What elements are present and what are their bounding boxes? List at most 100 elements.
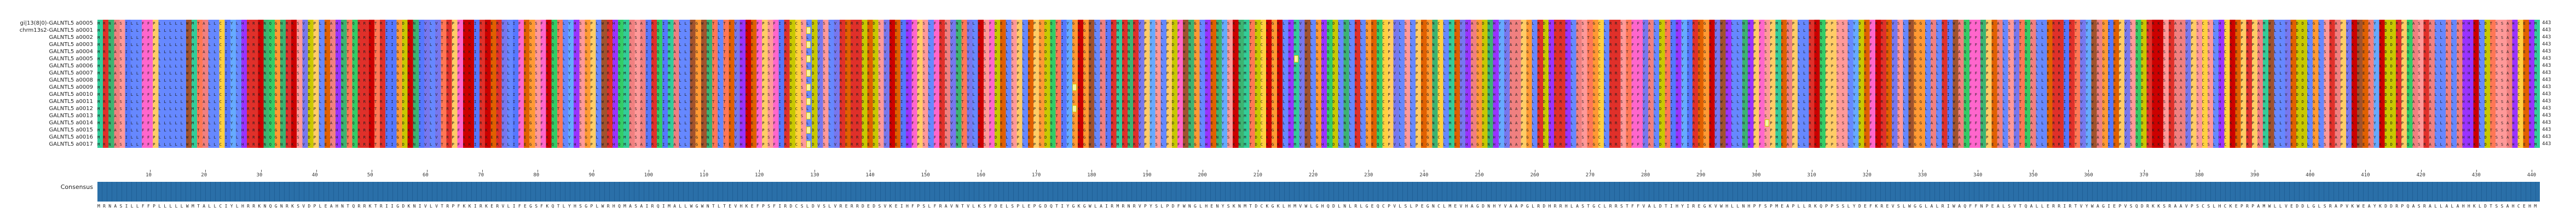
alignment-grid[interactable]: MRNASILLFFPLLLLLWMTALLCIYLHRRKNQGNRKSVDP… xyxy=(97,20,2551,148)
sequence-name[interactable]: GALNTL5 a0012 xyxy=(49,106,93,112)
variant-cell[interactable] xyxy=(1764,119,1769,127)
ruler-tick: 400 xyxy=(2306,170,2319,179)
sequence-length: 443 xyxy=(2542,35,2551,40)
ruler-tick-label: 260 xyxy=(1530,173,1539,178)
alignment-row[interactable]: MRNASILLFFPLLLLLWMTALLCIYLHRRKNQGNRKSVDP… xyxy=(97,41,2551,48)
ruler-tick: 20 xyxy=(201,170,211,179)
sequence-length: 443 xyxy=(2542,84,2551,90)
sequence-name[interactable]: GALNTL5 a0014 xyxy=(49,120,93,126)
alignment-row[interactable]: MRNASILLFFPLLLLLWMTALLCIYLHRRKNQGNRKSVDP… xyxy=(97,105,2551,112)
ruler-tick-label: 100 xyxy=(644,173,653,178)
residue-color-strip xyxy=(97,41,2540,48)
residue-letters: MRNASILLFFPLLLLLWMTALLCIYLHRRKNQGNRKSVDP… xyxy=(97,28,2540,33)
ruler-tick-label: 10 xyxy=(146,173,152,178)
sequence-name[interactable]: GALNTL5 a0017 xyxy=(49,141,93,147)
sequence-name[interactable]: GALNTL5 a0006 xyxy=(49,63,93,69)
alignment-row[interactable]: MRNASILLFFPLLLLLWMTALLCIYLHRRKNQGNRKSVDP… xyxy=(97,127,2551,134)
ruler-tick-label: 270 xyxy=(1585,173,1595,178)
sequence-name[interactable]: GALNTL5 a0010 xyxy=(49,91,93,97)
sequence-name[interactable]: GALNTL5 a0011 xyxy=(49,99,93,105)
variant-cell[interactable] xyxy=(806,127,811,134)
ruler-tick-label: 120 xyxy=(755,173,764,178)
variant-cell[interactable] xyxy=(1072,84,1077,91)
alignment-row[interactable]: MRNASILLFFPLLLLLWMTALLCIYLHRRKNQGNRKSVDP… xyxy=(97,48,2551,55)
residue-letters: MRNASILLFFPLLLLLWMTALLCIYLHRRKNQGNRKSVDP… xyxy=(97,42,2540,47)
variant-cell[interactable] xyxy=(1293,55,1298,62)
ruler-tick: 280 xyxy=(1641,170,1654,179)
alignment-row[interactable]: MRNASILLFFPLLLLLWMTALLCIYLHRRKNQGNRKSVDP… xyxy=(97,119,2551,127)
consensus-histogram xyxy=(97,182,2540,202)
alignment-row[interactable]: MRNASILLFFPLLLLLWMTALLCIYLHRRKNQGNRKSVDP… xyxy=(97,91,2551,98)
sequence-name[interactable]: GALNTL5 a0009 xyxy=(49,84,93,90)
sequence-length: 443 xyxy=(2542,99,2551,104)
sequence-name[interactable]: GALNTL5 a0004 xyxy=(49,49,93,55)
ruler-tick: 320 xyxy=(1863,170,1876,179)
ruler-tick-label: 440 xyxy=(2527,173,2537,178)
ruler-tick-label: 370 xyxy=(2139,173,2148,178)
residue-color-strip xyxy=(97,55,2540,62)
residue-color-strip xyxy=(97,62,2540,70)
residue-letters: MRNASILLFFPLLLLLWMTALLCIYLHRRKNQGNRKSVDP… xyxy=(97,56,2540,61)
consensus-label: Consensus xyxy=(60,183,93,191)
variant-cell[interactable] xyxy=(806,84,811,91)
ruler-tick-label: 160 xyxy=(976,173,986,178)
variant-cell[interactable] xyxy=(806,41,811,48)
alignment-row[interactable]: MRNASILLFFPLLLLLWMTALLCIYLHRRKNQGNRKSVDP… xyxy=(97,84,2551,91)
sequence-length: 443 xyxy=(2542,134,2551,140)
ruler-tick: 360 xyxy=(2084,170,2097,179)
ruler-tick-label: 150 xyxy=(921,173,930,178)
ruler-tick-label: 140 xyxy=(865,173,875,178)
ruler-tick-label: 410 xyxy=(2361,173,2370,178)
alignment-row[interactable]: MRNASILLFFPLLLLLWMTALLCIYLHRRKNQGNRKSVDP… xyxy=(97,55,2551,62)
ruler-tick: 310 xyxy=(1807,170,1821,179)
ruler-tick-label: 170 xyxy=(1032,173,1041,178)
residue-color-strip xyxy=(97,84,2540,91)
ruler-tick-label: 280 xyxy=(1641,173,1650,178)
sequence-name[interactable]: GALNTL5 a0015 xyxy=(49,127,93,133)
alignment-row[interactable]: MRNASILLFFPLLLLLWMTALLCIYLHRRKNQGNRKSVDP… xyxy=(97,62,2551,70)
variant-cell[interactable] xyxy=(806,141,811,148)
sequence-name[interactable]: GALNTL5 a0007 xyxy=(49,70,93,76)
sequence-name[interactable]: chrm13s2-GALNTL5 a0001 xyxy=(19,27,93,33)
alignment-row[interactable]: MRNASILLFFPLLLLLWMTALLCIYLHRRKNQGNRKSVDP… xyxy=(97,141,2551,148)
ruler-tick: 270 xyxy=(1586,170,1599,179)
alignment-row[interactable]: MRNASILLFFPLLLLLWMTALLCIYLHRRKNQGNRKSVDP… xyxy=(97,34,2551,41)
sequence-name[interactable]: GALNTL5 a0005 xyxy=(49,56,93,62)
residue-letters: MRNASILLFFPLLLLLWMTALLCIYLHRRKNQGNRKSVDP… xyxy=(97,78,2540,83)
alignment-row[interactable]: MRNASILLFFPLLLLLWMTALLCIYLHRRKNQGNRKSVDP… xyxy=(97,112,2551,119)
ruler-tick: 130 xyxy=(810,170,823,179)
sequence-name[interactable]: GALNTL5 a0013 xyxy=(49,113,93,119)
ruler-tick-label: 430 xyxy=(2471,173,2481,178)
variant-cell[interactable] xyxy=(806,27,811,34)
sequence-name[interactable]: GALNTL5 a0002 xyxy=(49,35,93,41)
variant-cell[interactable] xyxy=(806,98,811,105)
sequence-length: 443 xyxy=(2542,20,2551,26)
ruler-tick: 40 xyxy=(312,170,322,179)
sequence-length: 443 xyxy=(2542,91,2551,97)
alignment-row[interactable]: MRNASILLFFPLLLLLWMTALLCIYLHRRKNQGNRKSVDP… xyxy=(97,27,2551,34)
ruler-tick: 300 xyxy=(1752,170,1765,179)
alignment-row[interactable]: MRNASILLFFPLLLLLWMTALLCIYLHRRKNQGNRKSVDP… xyxy=(97,20,2551,27)
residue-letters: MRNASILLFFPLLLLLWMTALLCIYLHRRKNQGNRKSVDP… xyxy=(97,106,2540,111)
variant-cell[interactable] xyxy=(806,112,811,119)
ruler-tick: 260 xyxy=(1530,170,1544,179)
residue-letters: MRNASILLFFPLLLLLWMTALLCIYLHRRKNQGNRKSVDP… xyxy=(97,135,2540,140)
variant-cell[interactable] xyxy=(1072,105,1077,112)
ruler-tick-label: 330 xyxy=(1917,173,1927,178)
sequence-name[interactable]: GALNTL5 a0016 xyxy=(49,134,93,140)
variant-cell[interactable] xyxy=(806,55,811,62)
consensus-sequence: MRNASILLFFPLLLLLWMTALLCIYLHRRKNQGNRKSVDP… xyxy=(97,204,2540,209)
alignment-row[interactable]: MRNASILLFFPLLLLLWMTALLCIYLHRRKNQGNRKSVDP… xyxy=(97,70,2551,77)
ruler-tick: 370 xyxy=(2140,170,2153,179)
sequence-name[interactable]: GALNTL5 a0008 xyxy=(49,77,93,83)
alignment-row[interactable]: MRNASILLFFPLLLLLWMTALLCIYLHRRKNQGNRKSVDP… xyxy=(97,134,2551,141)
ruler-tick-label: 30 xyxy=(256,173,263,178)
variant-cell[interactable] xyxy=(806,70,811,77)
ruler-tick-label: 90 xyxy=(588,173,595,178)
sequence-name[interactable]: GALNTL5 a0003 xyxy=(49,42,93,48)
ruler-tick: 330 xyxy=(1918,170,1931,179)
sequence-name[interactable]: gi|13(8|0)-GALNTL5 a0005 xyxy=(20,20,93,26)
alignment-row[interactable]: MRNASILLFFPLLLLLWMTALLCIYLHRRKNQGNRKSVDP… xyxy=(97,77,2551,84)
residue-color-strip xyxy=(97,77,2540,84)
alignment-row[interactable]: MRNASILLFFPLLLLLWMTALLCIYLHRRKNQGNRKSVDP… xyxy=(97,98,2551,105)
